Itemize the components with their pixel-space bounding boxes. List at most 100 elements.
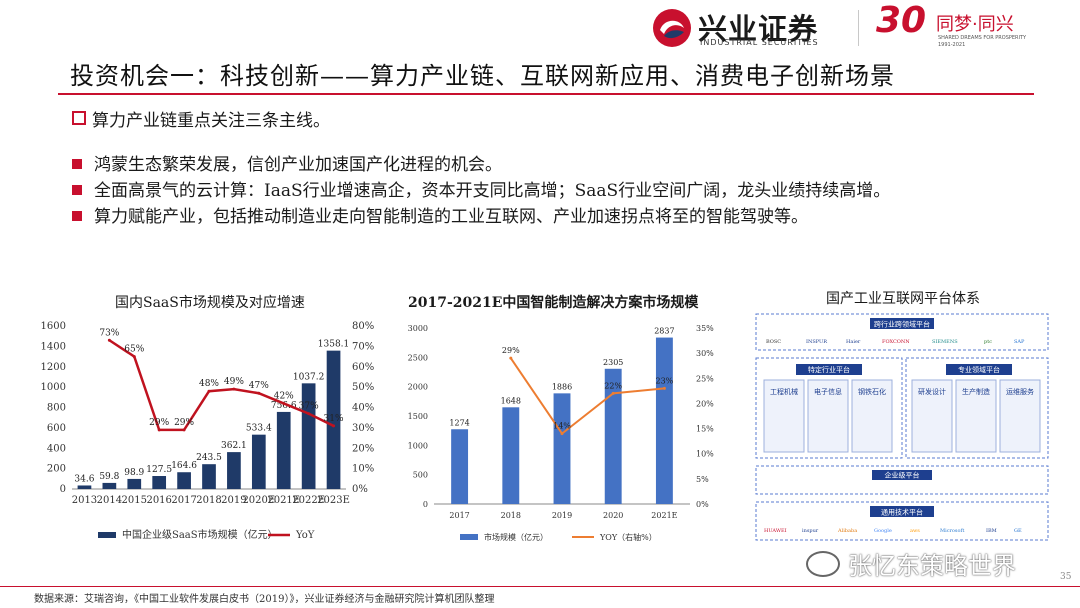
- professional-columns: 研发设计 生产制造 运维服务: [911, 379, 1041, 453]
- chart1-y2-tick: 20%: [352, 443, 374, 454]
- chart2-yoy-label: 23%: [656, 376, 674, 385]
- chart1-yoy-label: 29%: [149, 418, 169, 428]
- specific-item: 钢铁石化: [858, 387, 886, 396]
- watermark-text: 张忆东策略世界: [848, 552, 1016, 580]
- hollow-square-icon: [72, 111, 86, 125]
- chart2-x-tick: 2020: [603, 511, 623, 520]
- chart2-yoy-point: [560, 432, 564, 436]
- logo-text: ptc: [984, 339, 992, 345]
- chart1-yoy-label: 49%: [224, 377, 244, 387]
- chart1-bar: [177, 472, 191, 489]
- chart1-saas-market: 0 200 400 600 800 1000 1200 1400 1600 0% 10% 20% 30%…: [41, 321, 375, 541]
- chart1-bar-label: 1358.1: [318, 340, 350, 350]
- chart1-bar: [152, 476, 167, 489]
- bullet-square-icon: [72, 185, 82, 195]
- anniversary-number: 30: [876, 0, 927, 41]
- company-name-en: INDUSTRIAL SECURITIES: [700, 38, 819, 47]
- specific-item: 工程机械: [770, 387, 798, 396]
- logo-text: SAP: [1014, 339, 1025, 345]
- enterprise-platform-label: 企业级平台: [885, 471, 920, 480]
- chart2-yoy-label: 29%: [502, 346, 520, 355]
- logo-text: aws: [910, 528, 920, 534]
- chart1-yoy-point: [132, 355, 136, 359]
- chart1-yoy-point: [157, 428, 161, 432]
- chart1-x-tick: 2023E: [317, 495, 350, 506]
- chart1-yoy-label: 29%: [174, 418, 194, 428]
- chart2-legend-bar-swatch: [460, 534, 478, 540]
- chart1-x-tick: 2020E: [242, 495, 275, 506]
- chart2-y-tick: 2000: [408, 383, 428, 392]
- bullet-item: 算力赋能产业，包括推动制造业走向智能制造的工业互联网、产业加速拐点将至的智能驾驶…: [72, 204, 890, 230]
- chart2-yoy-point: [662, 386, 666, 390]
- platform-diagram: 跨行业跨领域平台 BOSC INSPUR Haier FOXCONN SIEME…: [755, 313, 1049, 541]
- chart2-bar: [655, 337, 673, 504]
- chart1-x-tick: 2018: [196, 495, 221, 506]
- chart1-x-tick: 2017: [171, 495, 196, 506]
- cross-platform-label: 跨行业跨领域平台: [874, 320, 930, 329]
- specific-platform-header: [796, 364, 862, 375]
- chart1-bar-label: 756.6: [271, 401, 297, 411]
- chart2-y2-tick: 5%: [696, 475, 709, 484]
- chart1-x-tick: 2016: [146, 495, 171, 506]
- chart1-bar: [301, 383, 316, 489]
- chart1-bar-label: 34.6: [74, 474, 94, 484]
- chart1-bar-label: 533.4: [246, 424, 272, 434]
- chart2-bar-label: 1886: [552, 382, 572, 391]
- professional-item: 运维服务: [1006, 387, 1034, 396]
- chart1-x-tick: 2014: [97, 495, 122, 506]
- chart1-x-tick: 2013: [72, 495, 97, 506]
- chart2-title: 2017-2021E中国智能制造解决方案市场规模: [408, 295, 699, 311]
- chart1-x-tick: 2015: [122, 495, 147, 506]
- chart2-bar-label: 2837: [654, 327, 674, 336]
- chart1-yoy-label: 65%: [124, 345, 144, 355]
- chart2-yoy-label: 14%: [553, 422, 571, 431]
- logo-text: IBM: [986, 528, 997, 534]
- cross-platform-box: [755, 313, 1049, 351]
- chart1-yoy-point: [282, 401, 286, 405]
- wechat-icon: [806, 551, 840, 577]
- chart1-bar-label: 243.5: [196, 453, 222, 463]
- chart1-y2-tick: 30%: [352, 423, 374, 434]
- bullet-square-icon: [72, 159, 82, 169]
- chart1-yoy-label: 31%: [324, 414, 344, 424]
- company-logo-mark-icon: [653, 9, 691, 47]
- enterprise-platform-header: [872, 470, 932, 480]
- chart1-bar-label: 362.1: [221, 441, 247, 451]
- chart1-bar-label: 164.6: [171, 461, 197, 471]
- chart1-y-tick: 800: [47, 403, 66, 414]
- chart2-y-tick: 1000: [408, 441, 428, 450]
- chart1-yoy-label: 42%: [274, 391, 294, 401]
- chart1-bar: [276, 411, 291, 489]
- general-platform-header: [870, 506, 934, 517]
- chart1-title: 国内SaaS市场规模及对应增速: [115, 295, 305, 311]
- logo-text: INSPUR: [806, 339, 827, 345]
- chart1-bar: [102, 482, 117, 489]
- specific-columns: 工程机械 电子信息 钢铁石化: [763, 379, 893, 453]
- chart1-y2-tick: 50%: [352, 382, 374, 393]
- chart2-y2-tick: 20%: [696, 399, 714, 408]
- professional-platform-header: [946, 364, 1012, 375]
- slide-subtitle: 算力产业链重点关注三条主线。: [72, 106, 330, 131]
- chart2-yoy-line: [509, 357, 665, 436]
- chart2-yoy-point: [509, 356, 513, 360]
- chart2-y2-tick: 0%: [696, 500, 709, 509]
- chart2-bar: [604, 368, 622, 504]
- chart2-x-tick: 2021E: [651, 511, 677, 520]
- chart2-y2-tick: 25%: [696, 374, 714, 383]
- chart2-x-tick: 2019: [552, 511, 572, 520]
- logo-text: inspur: [802, 528, 819, 534]
- general-platform-label: 通用技术平台: [881, 508, 923, 517]
- chart1-y-tick: 200: [47, 464, 66, 475]
- chart1-y2-tick: 10%: [352, 464, 374, 475]
- chart1-yoy-point: [107, 338, 111, 342]
- chart2-y-tick: 3000: [408, 324, 428, 333]
- page-number: 35: [1060, 572, 1072, 582]
- professional-item: 研发设计: [918, 387, 946, 396]
- chart1-y-tick: 0: [60, 484, 66, 495]
- header-divider: [858, 10, 859, 46]
- general-logos: HUAWEI inspur Alibaba Google aws Microso…: [764, 528, 1022, 534]
- bullet-square-icon: [72, 211, 82, 221]
- professional-platform-label: 专业领域平台: [958, 365, 1000, 374]
- chart2-y2-tick: 15%: [696, 425, 714, 434]
- chart2-y-tick: 0: [423, 500, 428, 509]
